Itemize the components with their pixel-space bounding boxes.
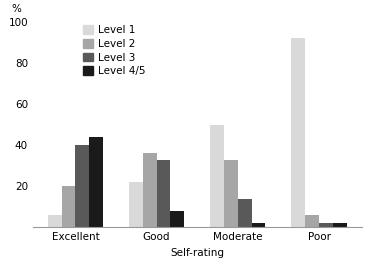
Bar	[61, 186, 75, 227]
Bar	[305, 215, 319, 227]
Legend: Level 1, Level 2, Level 3, Level 4/5: Level 1, Level 2, Level 3, Level 4/5	[81, 23, 148, 78]
Bar	[238, 198, 252, 227]
Y-axis label: %: %	[11, 4, 21, 14]
Bar	[319, 223, 333, 227]
X-axis label: Self-rating: Self-rating	[170, 248, 224, 258]
Bar	[129, 182, 143, 227]
Bar	[333, 223, 347, 227]
Bar	[48, 215, 61, 227]
Bar	[89, 137, 103, 227]
Bar	[75, 145, 89, 227]
Bar	[252, 223, 266, 227]
Bar	[210, 125, 224, 227]
Bar	[157, 160, 171, 227]
Bar	[224, 160, 238, 227]
Bar	[292, 39, 305, 227]
Bar	[171, 211, 184, 227]
Bar	[143, 153, 157, 227]
